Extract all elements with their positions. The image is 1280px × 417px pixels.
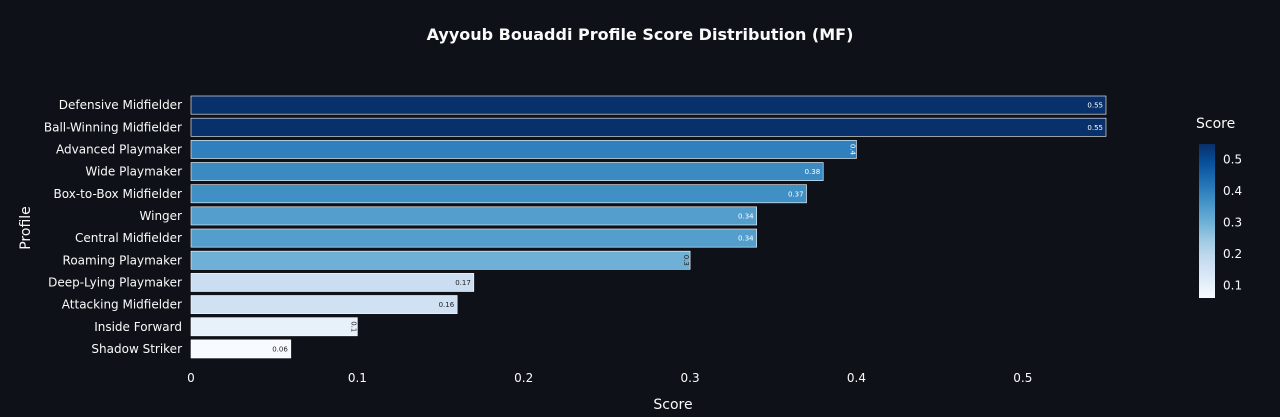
- colorbar-tick-label: 0.5: [1223, 153, 1242, 167]
- y-tick-label: Advanced Playmaker: [56, 142, 182, 156]
- bar: [190, 228, 757, 248]
- bars-group: [190, 95, 1107, 359]
- x-axis-label: Score: [653, 397, 692, 413]
- y-tick-label: Defensive Midfielder: [59, 98, 182, 112]
- bar-value-label: 0.3: [682, 255, 690, 266]
- x-tick-label: 0.2: [514, 371, 533, 385]
- bar-value-label: 0.34: [738, 212, 754, 220]
- bar: [190, 317, 358, 337]
- x-tick-label: 0.4: [847, 371, 866, 385]
- bar: [190, 339, 292, 359]
- colorbar: Score 0.1 0.2 0.3 0.4 0.5: [1196, 116, 1242, 298]
- bar-value-label: 0.34: [738, 235, 754, 243]
- x-tick-label: 0.1: [348, 371, 367, 385]
- bar: [190, 184, 807, 204]
- bar: [190, 206, 757, 226]
- bar: [190, 117, 1107, 137]
- bar: [190, 250, 691, 270]
- y-axis-label: Profile: [18, 206, 34, 250]
- y-tick-label: Central Midfielder: [75, 231, 182, 245]
- x-axis-tick-labels: 0 0.1 0.2 0.3 0.4 0.5: [187, 371, 1032, 385]
- y-tick-label: Wide Playmaker: [85, 165, 182, 179]
- y-tick-label: Winger: [140, 209, 183, 223]
- bar-value-label: 0.37: [788, 190, 804, 198]
- chart-title: Ayyoub Bouaddi Profile Score Distributio…: [427, 25, 854, 44]
- colorbar-tick-labels: 0.1 0.2 0.3 0.4 0.5: [1223, 153, 1242, 293]
- bar-value-label: 0.16: [439, 301, 455, 309]
- y-tick-label: Attacking Midfielder: [62, 298, 182, 312]
- y-tick-label: Roaming Playmaker: [63, 253, 183, 267]
- colorbar-gradient: [1199, 144, 1215, 298]
- bar: [190, 162, 824, 181]
- y-tick-label: Box-to-Box Midfielder: [54, 187, 183, 201]
- bar: [190, 273, 475, 292]
- y-tick-label: Inside Forward: [94, 320, 182, 334]
- bar-value-label: 0.4: [848, 144, 856, 156]
- colorbar-tick-label: 0.2: [1223, 247, 1242, 261]
- colorbar-tick-label: 0.1: [1223, 278, 1242, 292]
- colorbar-title: Score: [1196, 116, 1235, 132]
- bar: [190, 95, 1107, 115]
- bar-value-label: 0.38: [805, 168, 821, 176]
- x-tick-label: 0.5: [1013, 371, 1032, 385]
- bar-value-label: 0.06: [272, 345, 288, 353]
- bar: [190, 140, 857, 159]
- y-tick-label: Deep-Lying Playmaker: [48, 275, 182, 289]
- colorbar-tick-label: 0.3: [1223, 216, 1242, 230]
- x-tick-label: 0.3: [681, 371, 700, 385]
- x-tick-label: 0: [187, 371, 195, 385]
- colorbar-tick-label: 0.4: [1223, 184, 1242, 198]
- y-tick-label: Ball-Winning Midfielder: [44, 120, 182, 134]
- bar-value-label: 0.55: [1087, 124, 1103, 132]
- bar-value-label: 0.55: [1087, 102, 1103, 110]
- bar-data-labels: 0.55 0.55 0.4 0.38 0.37 0.34 0.34 0.3 0.17 0.16 0.…: [272, 102, 1103, 354]
- bar: [190, 295, 458, 314]
- y-tick-label: Shadow Striker: [91, 342, 182, 356]
- bar-value-label: 0.17: [455, 279, 471, 287]
- bar-value-label: 0.1: [349, 321, 357, 332]
- y-axis-tick-labels: Defensive Midfielder Ball-Winning Midfiel…: [44, 98, 182, 356]
